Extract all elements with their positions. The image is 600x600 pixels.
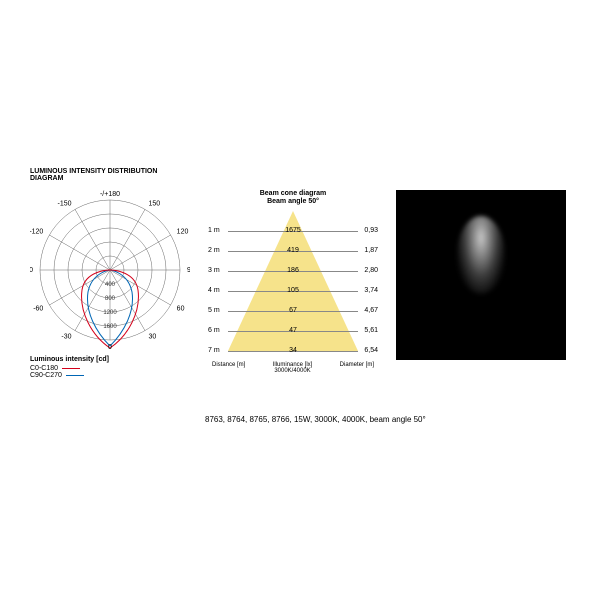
cone-title: Beam cone diagram Beam angle 50° bbox=[208, 190, 378, 207]
svg-text:1600: 1600 bbox=[103, 324, 117, 330]
svg-text:-120: -120 bbox=[30, 229, 43, 236]
cone-footer-lux: Illuminance [lx] 3000K/4000K bbox=[245, 362, 339, 374]
cone-footer: Distance [m] Illuminance [lx] 3000K/4000… bbox=[208, 362, 378, 374]
beam-glow bbox=[457, 216, 505, 294]
svg-text:-30: -30 bbox=[61, 334, 71, 341]
svg-text:1200: 1200 bbox=[103, 310, 117, 316]
svg-text:90: 90 bbox=[187, 267, 190, 274]
svg-text:30: 30 bbox=[149, 334, 157, 341]
svg-text:800: 800 bbox=[105, 296, 116, 302]
svg-text:-/+180: -/+180 bbox=[100, 191, 120, 198]
polar-svg: -150 150 -120 120 -90 90 -60 60 -30 30 0 -/+180 40… bbox=[30, 190, 190, 350]
svg-text:60: 60 bbox=[177, 306, 185, 313]
beam-cone-diagram: Beam cone diagram Beam angle 50° 1 m1675… bbox=[208, 190, 378, 379]
legend-c0-label: C0-C180 bbox=[30, 365, 58, 372]
legend-c0-swatch bbox=[62, 368, 80, 369]
product-caption: 8763, 8764, 8765, 8766, 15W, 3000K, 4000… bbox=[205, 415, 426, 424]
svg-text:-60: -60 bbox=[33, 306, 43, 313]
legend-c90-swatch bbox=[66, 375, 84, 376]
cone-title-2: Beam angle 50° bbox=[208, 198, 378, 206]
legend-title: Luminous intensity [cd] bbox=[30, 356, 190, 363]
legend-c90-label: C90-C270 bbox=[30, 372, 62, 379]
svg-text:120: 120 bbox=[177, 229, 189, 236]
beam-photo bbox=[396, 190, 566, 360]
cone-footer-dia: Diameter [m] bbox=[340, 362, 374, 374]
svg-text:-90: -90 bbox=[30, 267, 33, 274]
svg-text:150: 150 bbox=[149, 200, 161, 207]
cone-footer-dist: Distance [m] bbox=[212, 362, 245, 374]
polar-title: LUMINOUS INTENSITY DISTRIBUTION DIAGRAM bbox=[30, 168, 190, 182]
polar-legend: Luminous intensity [cd] C0-C180 C90-C270 bbox=[30, 356, 190, 379]
polar-chart: LUMINOUS INTENSITY DISTRIBUTION DIAGRAM … bbox=[30, 190, 190, 379]
svg-text:400: 400 bbox=[105, 282, 116, 288]
svg-text:0: 0 bbox=[108, 344, 112, 350]
svg-text:-150: -150 bbox=[57, 200, 71, 207]
